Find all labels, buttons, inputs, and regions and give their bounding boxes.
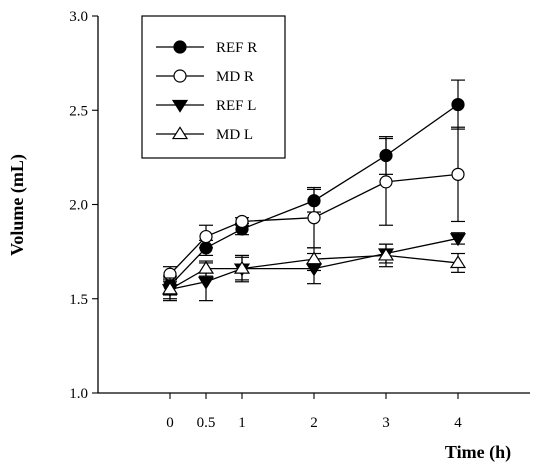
legend-item-ref-l: REF L bbox=[156, 98, 256, 114]
series-line bbox=[169, 237, 459, 290]
data-point bbox=[377, 247, 395, 261]
legend-marker bbox=[171, 126, 189, 140]
legend-label: REF R bbox=[216, 40, 257, 56]
legend: REF R MD R REF L MD L bbox=[141, 15, 286, 159]
y-tick-label: 2.0 bbox=[69, 198, 88, 214]
legend-marker bbox=[173, 40, 187, 54]
series-line bbox=[169, 173, 459, 275]
data-point bbox=[379, 175, 393, 189]
series-md-l bbox=[161, 243, 467, 300]
data-point bbox=[305, 251, 323, 265]
y-tick-label: 1.5 bbox=[69, 292, 88, 308]
x-tick-label: 0.5 bbox=[197, 415, 216, 431]
data-point bbox=[451, 97, 465, 112]
y-tick-label: 1.0 bbox=[69, 386, 88, 402]
x-tick-label: 1 bbox=[238, 415, 246, 431]
x-tick-label: 2 bbox=[310, 415, 318, 431]
legend-marker bbox=[173, 69, 187, 83]
plot-area bbox=[161, 79, 467, 302]
legend-item-md-r: MD R bbox=[156, 69, 254, 85]
data-point bbox=[307, 211, 321, 225]
legend-item-md-l: MD L bbox=[156, 126, 253, 143]
y-tick-label: 3.0 bbox=[69, 9, 88, 25]
data-point bbox=[197, 276, 215, 290]
legend-box bbox=[141, 15, 286, 159]
data-point bbox=[197, 260, 215, 274]
legend-label: REF L bbox=[216, 98, 256, 114]
legend-label: MD L bbox=[216, 127, 253, 143]
legend-item-ref-r: REF R bbox=[156, 40, 257, 56]
data-point bbox=[449, 255, 467, 269]
axes: 1.0 1.5 2.0 2.5 3.0 0 0.5 1 2 3 4 bbox=[69, 9, 530, 431]
y-axis-title: Volume (mL) bbox=[7, 154, 28, 256]
data-point bbox=[451, 167, 465, 181]
x-tick-label: 4 bbox=[454, 415, 462, 431]
data-point bbox=[233, 260, 251, 274]
y-tick-label: 2.5 bbox=[69, 103, 88, 119]
x-tick-label: 0 bbox=[166, 415, 174, 431]
data-point bbox=[235, 214, 249, 229]
x-axis-title: Time (h) bbox=[445, 442, 511, 463]
legend-marker bbox=[171, 99, 189, 113]
series-line bbox=[169, 104, 459, 287]
x-tick-label: 3 bbox=[382, 415, 390, 431]
data-point bbox=[161, 281, 179, 295]
legend-label: MD R bbox=[216, 69, 254, 85]
data-point bbox=[449, 233, 467, 247]
series-md-r bbox=[163, 126, 465, 283]
data-point bbox=[199, 229, 213, 244]
